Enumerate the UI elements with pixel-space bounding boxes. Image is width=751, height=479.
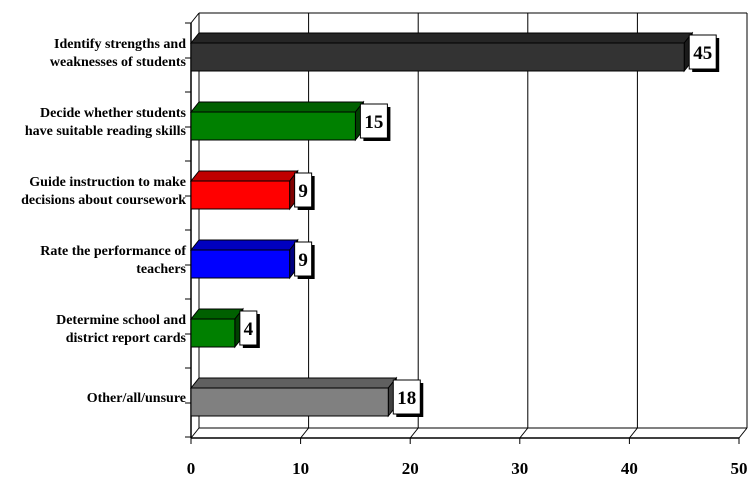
category-label: decisions about coursework (21, 193, 186, 208)
bar-top (189, 377, 398, 389)
floor-line (519, 427, 529, 439)
value-label: 9 (298, 181, 308, 202)
value-labels: 45 15 9 9 4 18 (239, 34, 720, 417)
x-tick-label: 40 (621, 459, 638, 478)
category-label: weaknesses of students (50, 55, 187, 70)
value-label: 15 (364, 112, 383, 133)
floor-line (409, 427, 419, 439)
bar-top (189, 101, 365, 113)
category-label: Rate the performance of (40, 244, 186, 259)
bar (190, 42, 685, 72)
category-label: Decide whether students (40, 106, 187, 121)
x-tick-label: 30 (511, 459, 528, 478)
bar (190, 180, 291, 210)
category-label: teachers (136, 262, 186, 277)
x-tick-label: 0 (187, 459, 196, 478)
value-label-box (392, 379, 421, 415)
bar (190, 318, 236, 348)
category-label: Determine school and (56, 313, 186, 328)
axis-corner (190, 12, 200, 24)
value-label: 45 (693, 43, 712, 64)
bar-top (189, 32, 694, 44)
category-label: have suitable reading skills (25, 124, 187, 139)
category-label: district report cards (66, 331, 187, 346)
value-label-box (239, 310, 258, 346)
bars (189, 31, 694, 418)
category-label: Guide instruction to make (29, 175, 186, 190)
floor-line (300, 427, 309, 439)
value-label-box (359, 103, 388, 139)
category-label: Identify strengths and (54, 37, 186, 52)
bar-top (189, 308, 244, 320)
bar (190, 387, 389, 417)
value-label: 18 (397, 388, 416, 409)
value-label-box (294, 241, 313, 277)
x-tick-labels: 0 10 20 30 40 50 (187, 459, 748, 478)
floor-line (738, 427, 748, 439)
value-label-box (294, 172, 313, 208)
floor-line (190, 427, 200, 439)
value-label: 9 (298, 250, 308, 271)
gridlines (190, 12, 748, 439)
bar (190, 111, 356, 141)
x-tick-label: 50 (731, 459, 748, 478)
category-label: Other/all/unsure (87, 391, 186, 406)
x-tick-label: 10 (292, 459, 309, 478)
category-labels: Identify strengths and weaknesses of stud… (21, 37, 186, 406)
axes (185, 12, 740, 444)
bar-top (189, 170, 299, 182)
bar (190, 249, 291, 279)
value-label: 4 (244, 319, 254, 340)
floor-line (629, 427, 638, 439)
bar-top (189, 239, 299, 251)
value-label-box (688, 34, 717, 70)
x-tick-label: 20 (402, 459, 419, 478)
